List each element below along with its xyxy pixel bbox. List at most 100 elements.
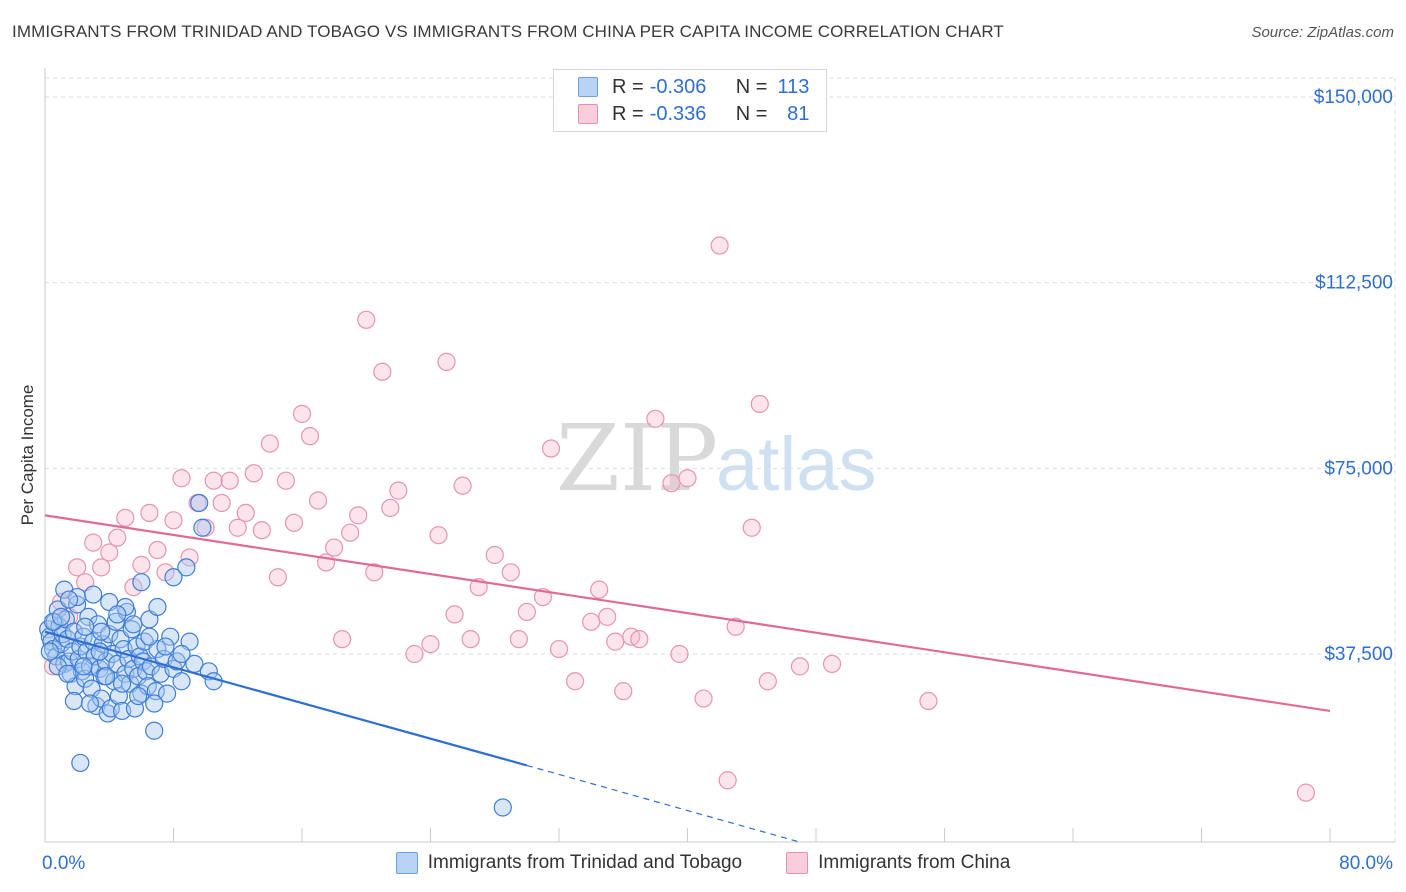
point-china [919,691,938,711]
point-china [453,476,472,495]
point-china [108,528,127,547]
point-trinidad [129,686,148,706]
point-china [308,491,328,510]
point-china [822,654,842,674]
y-tick-label: $112,500 [1315,273,1393,294]
point-china [268,568,288,587]
point-china [509,630,528,649]
point-china [100,543,119,562]
legend-n-label: N = [735,102,768,125]
point-trinidad [59,590,79,609]
point-china [598,607,617,626]
point-china [421,634,440,654]
legend-swatch-china [578,104,598,124]
point-china [590,580,609,599]
point-china [357,310,376,329]
point-china [614,682,633,701]
point-trinidad [80,694,100,713]
point-trinidad [172,644,191,664]
point-trinidad [156,637,175,656]
point-trinidad [177,558,196,577]
legend-row-trinidad: R = -0.306 N = 113 [578,74,809,100]
point-trinidad [140,627,159,646]
point-trinidad [96,652,116,671]
watermark-atlas: atlas [716,422,877,507]
trendline-china [44,514,1331,713]
legend-r-value: -0.306 [649,75,707,98]
y-tick-label: $37,500 [1324,644,1393,665]
point-trinidad [40,642,59,661]
point-china [373,362,392,381]
point-china [180,548,199,567]
point-china [445,605,464,624]
point-china [220,471,239,490]
point-china [244,464,263,483]
point-china [606,632,625,651]
point-china [726,617,745,636]
point-china [694,689,713,708]
point-trinidad [172,672,191,691]
point-china [670,644,689,664]
point-china [140,503,159,522]
bottom-legend-item-trinidad: Immigrants from Trinidad and Tobago [395,852,742,874]
point-trinidad [132,684,151,703]
point-trinidad [51,607,71,626]
bottom-legend-item-china: Immigrants from China [786,852,1010,874]
point-trinidad [92,622,111,641]
point-trinidad [148,597,167,617]
point-trinidad [64,691,84,711]
point-china [260,434,279,453]
point-china [501,563,520,582]
point-china [541,439,561,458]
point-trinidad [164,568,183,587]
point-china [92,558,111,577]
point-china [333,630,352,649]
point-trinidad [84,585,103,604]
point-china [565,672,585,691]
point-china [252,521,271,540]
point-trinidad [58,664,77,683]
point-china [429,526,448,545]
point-china [790,657,810,676]
point-trinidad [145,721,164,740]
point-trinidad [145,694,164,713]
point-trinidad [82,679,101,698]
trendline-trinidad [44,630,528,767]
watermark-zip: ZIP [556,405,718,512]
y-tick-label: $150,000 [1314,87,1393,108]
point-trinidad [193,518,212,537]
point-china [365,563,384,582]
point-china [630,630,649,649]
point-china [132,555,151,574]
x-tick-label: 80.0% [1339,853,1393,874]
point-china [646,409,665,428]
point-china [172,469,191,488]
point-china [276,471,296,490]
point-china [284,513,304,532]
point-trinidad [79,607,98,626]
bottom-legend: Immigrants from Trinidad and Tobago Immi… [0,852,1406,874]
chart-source: Source: ZipAtlas.com [1251,24,1394,41]
point-china [1296,783,1316,802]
point-china [116,508,135,527]
point-china [164,511,183,530]
point-trinidad [96,667,116,686]
legend-n-value: 81 [787,102,810,125]
point-china [292,404,312,423]
point-trinidad [493,798,512,817]
point-trinidad [190,493,209,513]
legend: R = -0.306 N = 113 R = -0.336 N = 81 [553,69,827,132]
point-china [582,612,601,631]
point-trinidad [124,615,143,634]
point-china [750,394,769,414]
point-trinidad [48,657,67,676]
bottom-legend-swatch-trinidad [395,852,418,874]
point-china [381,498,400,518]
point-trinidad [76,617,95,636]
point-trinidad [161,627,180,646]
legend-n-value: 113 [777,75,810,98]
point-china [710,236,729,255]
point-trinidad [108,605,127,624]
legend-r-label: R = [612,102,644,125]
